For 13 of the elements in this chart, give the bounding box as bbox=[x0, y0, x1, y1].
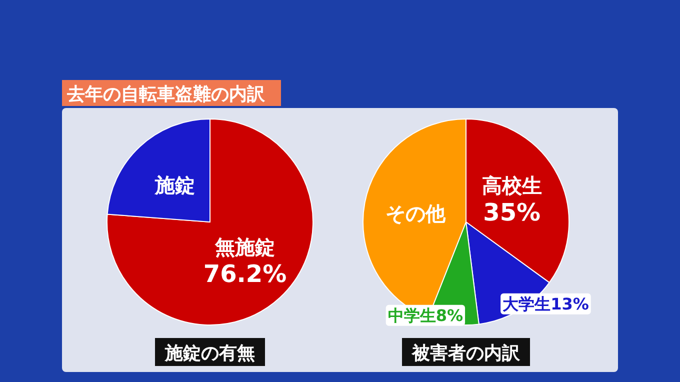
slice-label: 高校生 bbox=[482, 174, 542, 198]
slice-label: その他 bbox=[385, 201, 446, 226]
data-label: 35% bbox=[483, 198, 541, 227]
data-label: 8% bbox=[436, 306, 464, 325]
data-label: 76.2% bbox=[203, 260, 287, 288]
text: 施錠の有無 bbox=[164, 343, 255, 364]
slice-label: 無施錠 bbox=[214, 234, 276, 259]
slice-label: 施錠 bbox=[154, 173, 195, 198]
data-label: 13% bbox=[550, 294, 589, 314]
text: 被害者の内訳 bbox=[411, 343, 521, 364]
slice-label: 大学生 bbox=[502, 294, 551, 314]
text: 去年の自転車盗難の内訳 bbox=[66, 84, 266, 105]
slice-label: 中学生 bbox=[388, 306, 436, 325]
